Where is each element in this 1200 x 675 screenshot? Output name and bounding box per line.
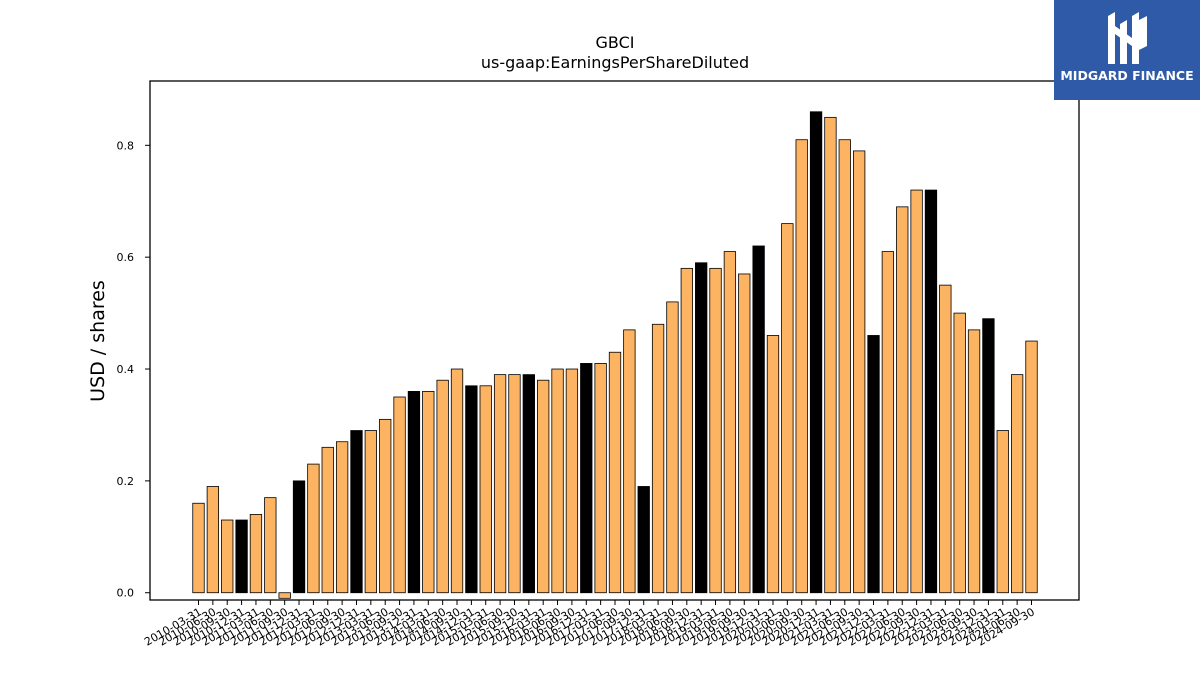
bar-2023-03-31 <box>939 284 952 594</box>
bar-2013-12-31 <box>407 390 421 594</box>
bar-2012-06-30 <box>321 446 334 594</box>
bars-group <box>192 111 1038 599</box>
plot-frame <box>149 80 1080 601</box>
bar-2012-03-31 <box>307 463 320 594</box>
bar-2023-09-30 <box>967 329 981 594</box>
bar-2016-12-31 <box>580 363 593 594</box>
bar-2017-09-30 <box>623 329 636 594</box>
bar-2024-09-30 <box>1025 340 1038 594</box>
x-axis-ticks: 2010-03-312010-06-302010-09-302010-12-31… <box>142 600 1037 649</box>
bar-2023-12-31 <box>982 318 995 594</box>
bar-2024-03-31 <box>996 430 1009 594</box>
bar-2017-12-31 <box>637 486 650 594</box>
bar-2023-06-30 <box>953 312 966 594</box>
bar-2012-12-31 <box>350 430 363 594</box>
bar-2015-09-30 <box>508 374 521 594</box>
bar-2020-09-30 <box>795 139 808 594</box>
bar-2011-03-31 <box>249 514 263 594</box>
bar-2016-03-31 <box>537 379 550 594</box>
bar-2022-09-30 <box>910 189 923 594</box>
bar-2011-12-31 <box>292 480 306 594</box>
midgard-logo-icon <box>1108 12 1147 64</box>
bar-2015-03-31 <box>479 385 492 594</box>
bar-2010-06-30 <box>206 486 220 594</box>
bar-2021-12-31 <box>867 335 880 594</box>
bar-2013-06-30 <box>379 418 392 594</box>
bar-2014-12-31 <box>465 385 478 594</box>
bar-2013-03-31 <box>364 430 377 594</box>
bar-2022-12-31 <box>924 189 938 594</box>
bar-2015-06-30 <box>493 374 507 594</box>
bar-2019-09-30 <box>738 273 751 594</box>
logo-text: MIDGARD FINANCE <box>1060 68 1194 83</box>
y-tick-label: 0.2 <box>117 475 135 488</box>
bar-2011-06-30 <box>264 497 277 594</box>
bar-2020-06-30 <box>781 223 794 594</box>
bar-2010-12-31 <box>235 519 248 594</box>
bar-2021-09-30 <box>853 150 866 594</box>
y-axis-ticks: 0.0 0.2 0.4 0.6 0.8 <box>117 139 150 600</box>
bar-2019-06-30 <box>723 251 737 594</box>
bar-2019-03-31 <box>709 267 722 594</box>
bar-2013-09-30 <box>393 396 406 594</box>
y-tick-label: 0.0 <box>117 587 135 600</box>
y-tick-label: 0.4 <box>117 363 135 376</box>
chart-title: GBCI <box>596 33 635 52</box>
bar-2019-12-31 <box>752 245 765 594</box>
y-tick-label: 0.8 <box>117 139 135 152</box>
bar-2022-03-31 <box>881 251 895 594</box>
bar-2024-06-30 <box>1010 374 1024 594</box>
bar-2016-06-30 <box>551 368 564 594</box>
bar-2022-06-30 <box>896 206 909 594</box>
bar-2018-12-31 <box>695 262 708 594</box>
bar-2017-03-31 <box>594 363 607 594</box>
bar-2014-06-30 <box>436 379 449 594</box>
bar-2021-03-31 <box>824 116 837 594</box>
bar-2011-09-30 <box>278 592 291 599</box>
bar-2012-09-30 <box>335 441 349 594</box>
bar-2016-09-30 <box>565 368 579 594</box>
bar-2014-09-30 <box>450 368 464 594</box>
bar-2020-12-31 <box>809 111 823 594</box>
bar-2020-03-31 <box>766 335 780 594</box>
bar-2018-09-30 <box>680 267 693 594</box>
bar-2018-03-31 <box>651 323 665 594</box>
bar-2010-03-31 <box>192 502 205 594</box>
y-tick-label: 0.6 <box>117 251 135 264</box>
bar-2021-06-30 <box>838 139 851 594</box>
bar-2015-12-31 <box>522 374 535 594</box>
y-axis-label: USD / shares <box>87 280 109 402</box>
bar-2017-06-30 <box>608 351 622 594</box>
bar-2014-03-31 <box>422 390 435 594</box>
bar-2018-06-30 <box>666 301 679 594</box>
chart-subtitle: us-gaap:EarningsPerShareDiluted <box>481 53 749 72</box>
bar-2010-09-30 <box>221 519 234 594</box>
